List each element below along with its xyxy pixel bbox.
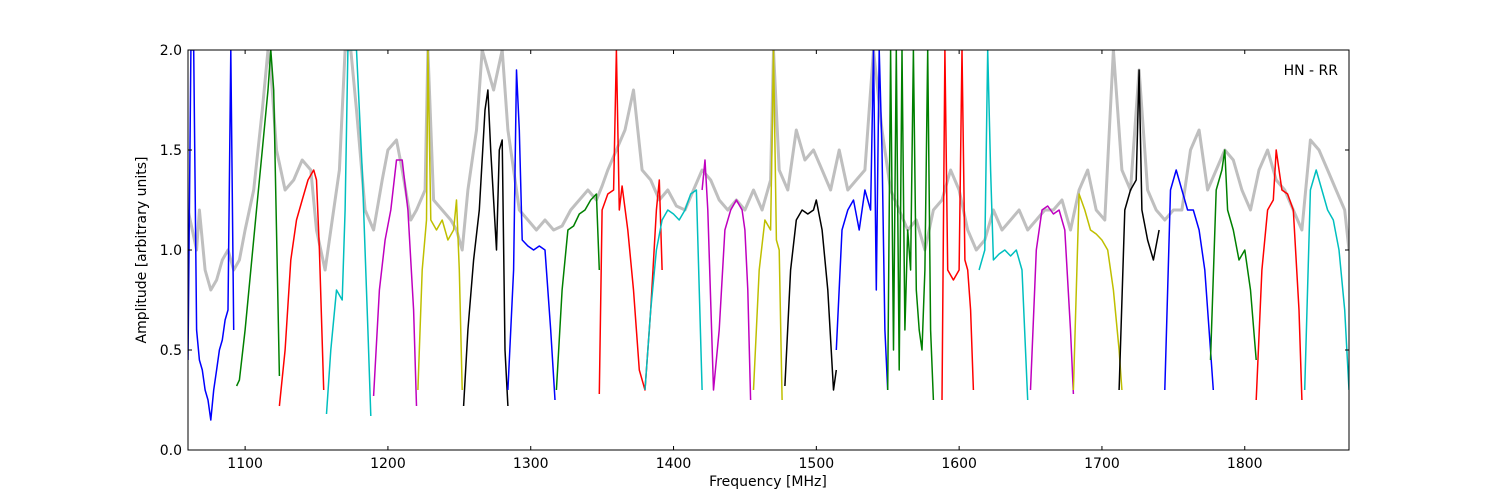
series-line-7: [462, 89, 509, 407]
y-tick-label: 1.5: [160, 143, 182, 159]
series-line-25: [1303, 169, 1349, 391]
y-tick-label: 0.0: [160, 443, 182, 459]
series-line-23: [1209, 149, 1257, 361]
chart-annotation: HN - RR: [1284, 63, 1339, 79]
x-tick-label: 1100: [227, 456, 263, 472]
x-tick-label: 1200: [370, 456, 406, 472]
series-line-1: [188, 50, 235, 421]
x-tick-label: 1400: [656, 456, 692, 472]
series-line-14: [784, 199, 838, 391]
series-line-19: [1029, 205, 1075, 395]
plot-frame: [187, 49, 1350, 451]
series-line-15: [835, 50, 889, 391]
ticks-layer: 1100 1200 1300 1400 1500 1600 1700 1800 0.0 0.5 1.…: [160, 43, 1349, 472]
x-tick-label: 1300: [513, 456, 549, 472]
series-line-12: [701, 159, 752, 401]
series-line-11: [644, 189, 703, 391]
series-line-2: [235, 50, 281, 387]
series-line-4: [325, 50, 372, 417]
series-line-5: [372, 159, 418, 407]
series-line-21: [1118, 69, 1160, 391]
series-layer: [188, 50, 1349, 421]
series-line-16: [886, 50, 935, 401]
series-line-3: [278, 169, 325, 407]
x-tick-label: 1500: [799, 456, 835, 472]
series-line-18: [978, 50, 1029, 401]
x-axis-label: Frequency [MHz]: [709, 474, 827, 490]
x-tick-label: 1700: [1084, 456, 1120, 472]
y-tick-label: 0.5: [160, 343, 182, 359]
x-tick-label: 1600: [941, 456, 977, 472]
series-line-20: [1072, 193, 1123, 391]
x-tick-label: 1800: [1227, 456, 1263, 472]
series-line-10: [598, 50, 663, 395]
series-line-17: [941, 50, 975, 401]
series-line-8: [507, 69, 556, 401]
series-line-6: [417, 50, 463, 391]
y-tick-label: 2.0: [160, 43, 182, 59]
series-line-9: [555, 193, 601, 391]
series-line-22: [1164, 169, 1215, 391]
series-line-24: [1255, 149, 1303, 401]
series-line-13: [752, 50, 783, 401]
y-tick-label: 1.0: [160, 243, 182, 259]
y-axis-label: Amplitude [arbitrary units]: [134, 157, 150, 344]
